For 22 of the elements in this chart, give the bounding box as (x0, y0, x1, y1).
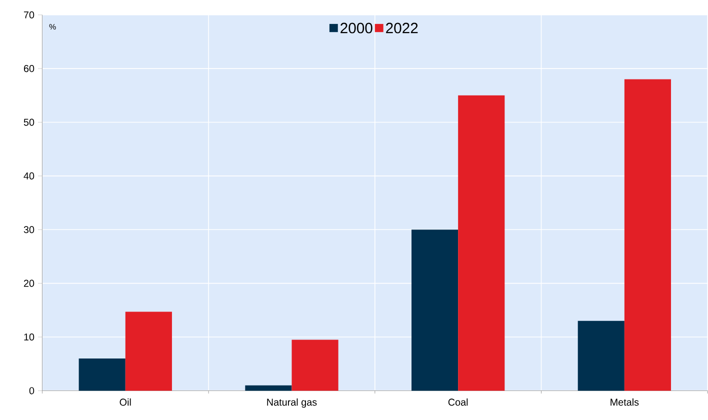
y-tick-label: 40 (24, 172, 34, 180)
y-tick-label: 10 (24, 333, 34, 340)
y-tick-label: 60 (24, 64, 34, 72)
bar (458, 95, 505, 390)
bar (78, 358, 126, 390)
y-tick-label: 50 (24, 118, 34, 126)
y-tick-label: 20 (24, 280, 34, 287)
bar (412, 229, 458, 390)
x-tick-label: Coal (448, 398, 468, 406)
y-tick-label: 0 (29, 386, 34, 394)
x-tick-label: Natural gas (267, 398, 317, 408)
y-tick-label: 30 (24, 226, 34, 233)
bar (125, 312, 172, 390)
y-tick-label: 70 (24, 11, 34, 18)
bar (578, 320, 624, 390)
x-tick-label: Metals (610, 398, 639, 406)
x-tick-label: Oil (120, 398, 131, 406)
bar (292, 339, 338, 390)
bar (624, 79, 672, 390)
bar (245, 385, 292, 390)
legend-label: 2000 (340, 22, 372, 34)
legend-label: 2022 (386, 22, 418, 34)
